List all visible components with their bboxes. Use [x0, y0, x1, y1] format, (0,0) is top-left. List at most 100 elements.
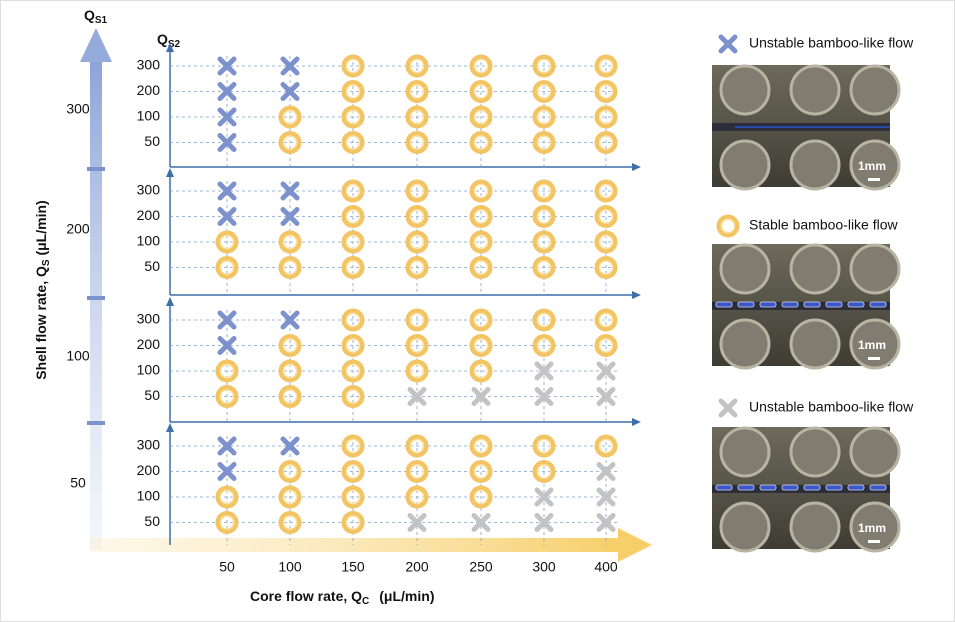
- shell-tick: [87, 167, 105, 171]
- flow-marker: [594, 205, 618, 228]
- shell-arrow: [90, 60, 102, 550]
- stable-marker: [405, 131, 429, 154]
- stable-marker-inner: [473, 489, 489, 505]
- unstable-marker: [280, 82, 300, 101]
- stable-marker-inner: [473, 209, 489, 224]
- photo-well: [719, 243, 771, 295]
- flow-marker: [280, 56, 300, 76]
- stable-marker: [469, 54, 493, 78]
- stable-marker-inner: [598, 234, 614, 250]
- photo-droplet: [825, 484, 843, 491]
- flow-marker: [341, 359, 365, 383]
- flow-marker: [341, 485, 365, 509]
- stable-marker-inner: [473, 234, 489, 250]
- flow-marker: [217, 181, 237, 201]
- stable-marker: [469, 434, 493, 458]
- stable-marker: [532, 256, 556, 279]
- scale-bar: [868, 178, 880, 181]
- stable-marker: [469, 105, 493, 129]
- stable-marker-inner: [282, 260, 298, 275]
- stable-marker-inner: [473, 58, 489, 74]
- stable-marker-inner: [345, 109, 361, 125]
- gray-unstable-marker: [534, 361, 554, 381]
- flow-marker: [405, 230, 429, 254]
- stable-marker: [594, 131, 618, 154]
- scale-bar: [868, 540, 880, 543]
- flow-marker: [215, 359, 239, 383]
- flow-marker: [217, 56, 237, 76]
- stable-marker: [594, 308, 618, 332]
- flow-marker: [405, 205, 429, 228]
- stable-marker-inner: [598, 183, 614, 199]
- photo-well: [849, 318, 901, 370]
- qs2-main: Q: [157, 31, 168, 47]
- flow-marker: [534, 487, 554, 507]
- stable-marker-inner: [282, 338, 298, 353]
- unstable-marker: [217, 133, 237, 152]
- x-tick-label: 150: [341, 559, 365, 575]
- stable-marker: [341, 460, 365, 483]
- qs2-value: 50: [144, 133, 160, 149]
- stable-marker: [215, 359, 239, 383]
- unstable-marker: [280, 181, 300, 201]
- stable-marker: [594, 80, 618, 103]
- flow-marker: [217, 107, 237, 127]
- stable-marker: [594, 334, 618, 357]
- flow-marker: [469, 434, 493, 458]
- y-label-main: Shell flow rate, Q: [33, 266, 49, 380]
- stable-marker-inner: [536, 58, 552, 74]
- stable-marker: [532, 105, 556, 129]
- stable-marker: [405, 308, 429, 332]
- stable-marker: [341, 256, 365, 279]
- flow-marker: [405, 308, 429, 332]
- stable-marker-inner: [282, 489, 298, 505]
- stable-marker: [278, 230, 302, 254]
- flow-marker: [215, 385, 239, 408]
- stable-marker: [469, 308, 493, 332]
- flow-marker: [341, 256, 365, 279]
- flow-marker: [341, 80, 365, 103]
- flow-marker: [532, 334, 556, 357]
- unstable-marker: [217, 181, 237, 201]
- flow-marker: [407, 513, 427, 532]
- photo-well: [719, 139, 771, 191]
- gray-unstable-marker: [596, 462, 616, 481]
- stable-marker-inner: [345, 234, 361, 250]
- stable-marker: [341, 485, 365, 509]
- stable-marker: [215, 485, 239, 509]
- photo-droplet: [781, 301, 799, 308]
- flow-marker: [532, 308, 556, 332]
- stable-marker-inner: [598, 438, 614, 454]
- photo-droplet: [803, 484, 821, 491]
- flow-marker: [280, 207, 300, 226]
- stable-marker-inner: [345, 209, 361, 224]
- stable-marker-inner: [598, 58, 614, 74]
- qs2-axis-head: [166, 423, 174, 432]
- flow-marker: [280, 82, 300, 101]
- flow-marker: [405, 256, 429, 279]
- unstable-marker: [217, 462, 237, 481]
- qs2-value: 100: [137, 362, 161, 378]
- stable-marker: [278, 511, 302, 534]
- unstable-marker: [217, 336, 237, 355]
- stable-marker-inner: [598, 209, 614, 224]
- stable-marker-inner: [409, 338, 425, 353]
- group-axis-head: [632, 291, 641, 299]
- flow-marker: [215, 511, 239, 534]
- flow-marker: [217, 133, 237, 152]
- stable-marker-inner: [345, 135, 361, 150]
- stable-marker-inner: [282, 363, 298, 379]
- flow-marker: [469, 54, 493, 78]
- photo-droplet: [869, 484, 887, 491]
- stable-marker-inner: [282, 389, 298, 404]
- photo-well: [719, 64, 771, 116]
- flow-marker: [215, 485, 239, 509]
- x-tick-label: 400: [594, 559, 618, 575]
- stable-marker-inner: [598, 312, 614, 328]
- scale-bar-label: 1mm: [858, 521, 886, 535]
- flow-marker: [278, 359, 302, 383]
- stable-marker-inner: [536, 464, 552, 479]
- photo-well: [789, 139, 841, 191]
- photo-channel: [712, 485, 890, 493]
- flow-marker: [278, 256, 302, 279]
